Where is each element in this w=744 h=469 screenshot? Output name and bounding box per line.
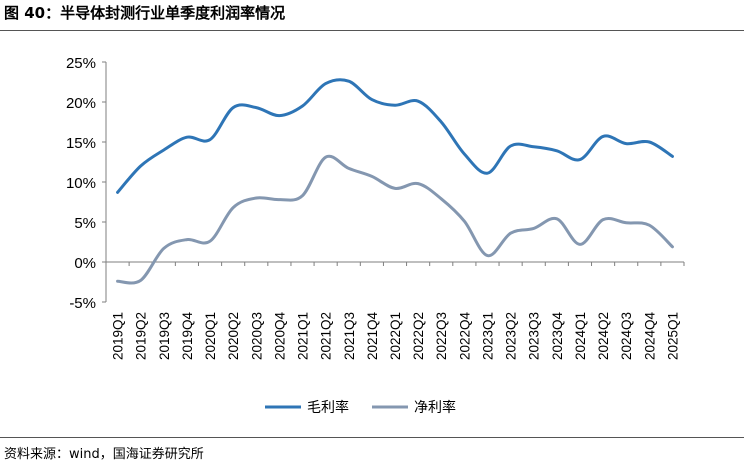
bottom-divider: [0, 437, 744, 438]
x-tick-label: 2023Q3: [527, 312, 542, 360]
x-tick-label: 2020Q4: [272, 312, 287, 361]
y-tick-label: 20%: [66, 95, 96, 112]
x-tick-label: 2024Q1: [573, 312, 588, 360]
x-tick-label: 2024Q4: [642, 312, 657, 361]
y-tick-label: 15%: [66, 135, 96, 152]
x-axis: 2019Q1 2019Q2 2019Q3 2019Q4 2020Q1 2020Q2 2020…: [105, 261, 685, 361]
top-divider: [0, 30, 744, 31]
x-tick-label: 2020Q1: [203, 312, 218, 360]
x-tick-label: 2023Q2: [504, 312, 519, 360]
x-tick-label: 2022Q1: [388, 312, 403, 360]
x-tick-label: 2019Q2: [134, 312, 149, 360]
x-tick-label: 2023Q1: [480, 312, 495, 360]
legend: 毛利率 净利率: [265, 399, 456, 415]
profit-margin-chart: 25%20%15%10%5%0%-5% 2019Q1 2019Q2 2019Q3 20…: [66, 55, 685, 415]
x-tick-label: 2022Q2: [411, 312, 426, 360]
y-tick-label: 0%: [74, 255, 96, 272]
x-tick-label: 2023Q4: [550, 312, 565, 361]
x-tick-label: 2020Q2: [226, 312, 241, 360]
x-tick-label: 2021Q4: [365, 312, 380, 361]
x-tick-label: 2021Q2: [319, 312, 334, 360]
series-layer: [116, 78, 674, 285]
series-line-1: [116, 154, 674, 285]
x-tick-label: 2021Q3: [342, 312, 357, 360]
page-title: 图 40：半导体封测行业单季度利润率情况: [4, 4, 286, 22]
x-tick-label: 2019Q4: [180, 312, 195, 361]
y-axis: 25% 20% 15% 10% 5% 0% -5%: [66, 55, 107, 312]
x-tick-label: 2020Q3: [249, 312, 264, 360]
x-tick-label: 2019Q3: [157, 312, 172, 360]
x-tick-label: 2022Q3: [434, 312, 449, 360]
y-tick-label: 10%: [66, 175, 96, 192]
x-tick-label: 2024Q3: [619, 312, 634, 360]
x-tick-label: 2024Q2: [596, 312, 611, 360]
y-tick-label: -5%: [69, 295, 96, 312]
legend-label-0: 毛利率: [307, 399, 349, 415]
x-tick-label: 2025Q1: [665, 312, 680, 360]
y-tick-label: 5%: [74, 215, 96, 232]
x-tick-label: 2022Q4: [457, 312, 472, 361]
x-tick-label: 2019Q1: [111, 312, 126, 360]
x-tick-label: 2021Q1: [296, 312, 311, 360]
series-line-0: [116, 78, 674, 194]
y-tick-label: 25%: [66, 55, 96, 72]
source-note: 资料来源：wind，国海证券研究所: [4, 447, 204, 462]
legend-label-1: 净利率: [414, 399, 456, 415]
